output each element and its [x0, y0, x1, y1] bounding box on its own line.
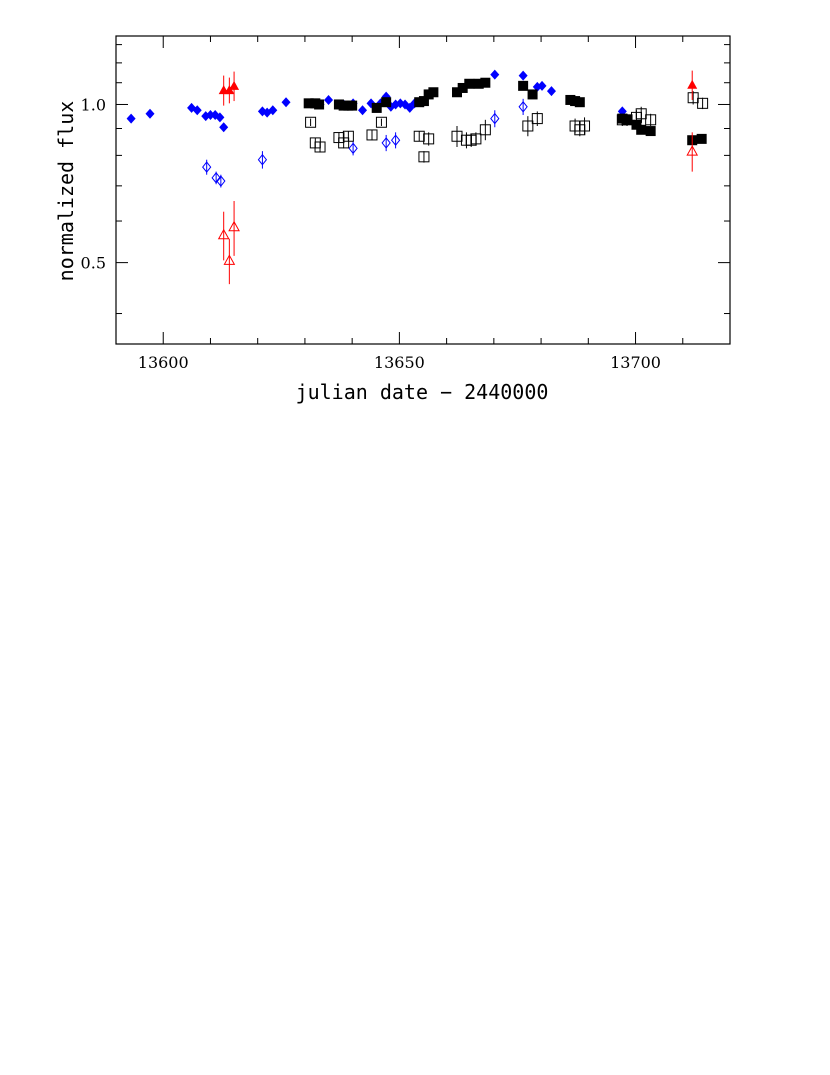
open-square-point [366, 129, 378, 141]
filled-diamond-point [490, 69, 500, 80]
x-tick-label: 13700 [610, 353, 661, 372]
filled-square-point [428, 87, 439, 98]
open-diamond-point [202, 161, 212, 173]
open-square-point [413, 130, 425, 142]
open-square-point [522, 120, 534, 132]
open-diamond-point [348, 142, 358, 155]
filled-square-point [696, 133, 707, 144]
filled-diamond-point [219, 122, 229, 133]
open-square-point [470, 133, 482, 145]
open-square-point [621, 114, 633, 126]
filled-square-point [457, 82, 468, 93]
filled-square-point [418, 96, 429, 107]
y-axis-title: normalized flux [54, 101, 78, 282]
open-square-point [451, 130, 463, 142]
open-square-point [305, 116, 317, 128]
open-triangle-point [223, 254, 236, 265]
open-square-point [375, 116, 387, 128]
filled-diamond-point [358, 105, 368, 116]
open-diamond-point [381, 137, 391, 149]
filled-diamond-point [268, 105, 278, 116]
filled-diamond-point [546, 86, 556, 97]
filled-square-point [452, 87, 463, 98]
filled-diamond-point [537, 80, 547, 91]
filled-diamond-point [192, 105, 202, 116]
axis-ticks [115, 36, 731, 344]
filled-square-point [381, 97, 392, 108]
open-diamond-point [216, 175, 226, 187]
filled-square-point [480, 77, 491, 88]
filled-square-point [527, 89, 538, 100]
filled-square-point [518, 80, 529, 91]
x-tick-label: 13650 [374, 353, 425, 372]
plot-frame-rect [115, 35, 731, 345]
filled-square-point [473, 78, 484, 89]
filled-diamond-point [126, 113, 136, 124]
filled-square-point [464, 78, 475, 89]
open-square-point [687, 92, 699, 104]
filled-square-point [371, 102, 382, 113]
filled-square-point [636, 124, 647, 135]
open-square-point [314, 141, 326, 153]
open-diamond-point [211, 172, 221, 184]
open-diamond-point [518, 100, 528, 113]
open-square-point [645, 114, 657, 126]
filled-triangle-point [229, 80, 240, 90]
plot-frame [115, 35, 731, 345]
open-square-point [418, 151, 430, 163]
open-square-point [479, 124, 491, 136]
data-marks [126, 69, 709, 285]
open-square-point [697, 97, 709, 109]
y-tick-label: 1.0 [81, 95, 106, 114]
open-square-point [531, 113, 543, 125]
open-triangle-point [228, 220, 240, 232]
open-square-point [579, 120, 591, 132]
y-tick-label: 0.5 [81, 254, 106, 273]
filled-square-point [631, 119, 642, 130]
x-axis-title: julian date − 2440000 [296, 380, 549, 404]
filled-diamond-point [145, 108, 155, 119]
open-square-point [342, 130, 354, 142]
filled-diamond-point [324, 94, 334, 105]
filled-square-point [645, 126, 656, 137]
open-diamond-point [390, 134, 401, 147]
filled-triangle-point [687, 79, 698, 89]
open-square-point [635, 108, 647, 120]
filled-square-point [303, 98, 314, 109]
open-triangle-point [217, 228, 230, 240]
filled-diamond-point [281, 97, 291, 108]
filled-diamond-point [205, 109, 215, 120]
open-diamond-point [257, 153, 268, 166]
open-triangle-point [686, 145, 699, 156]
filled-square-point [314, 99, 325, 110]
x-tick-label: 13600 [138, 353, 189, 372]
tick-labels: 13600 13650 13700 0.5 1.0 [81, 95, 661, 372]
filled-square-point [347, 100, 358, 111]
filled-square-point [574, 97, 585, 108]
filled-diamond-point [215, 112, 225, 123]
open-square-point [423, 133, 435, 145]
open-diamond-point [490, 112, 500, 125]
filled-diamond-point [518, 70, 528, 81]
